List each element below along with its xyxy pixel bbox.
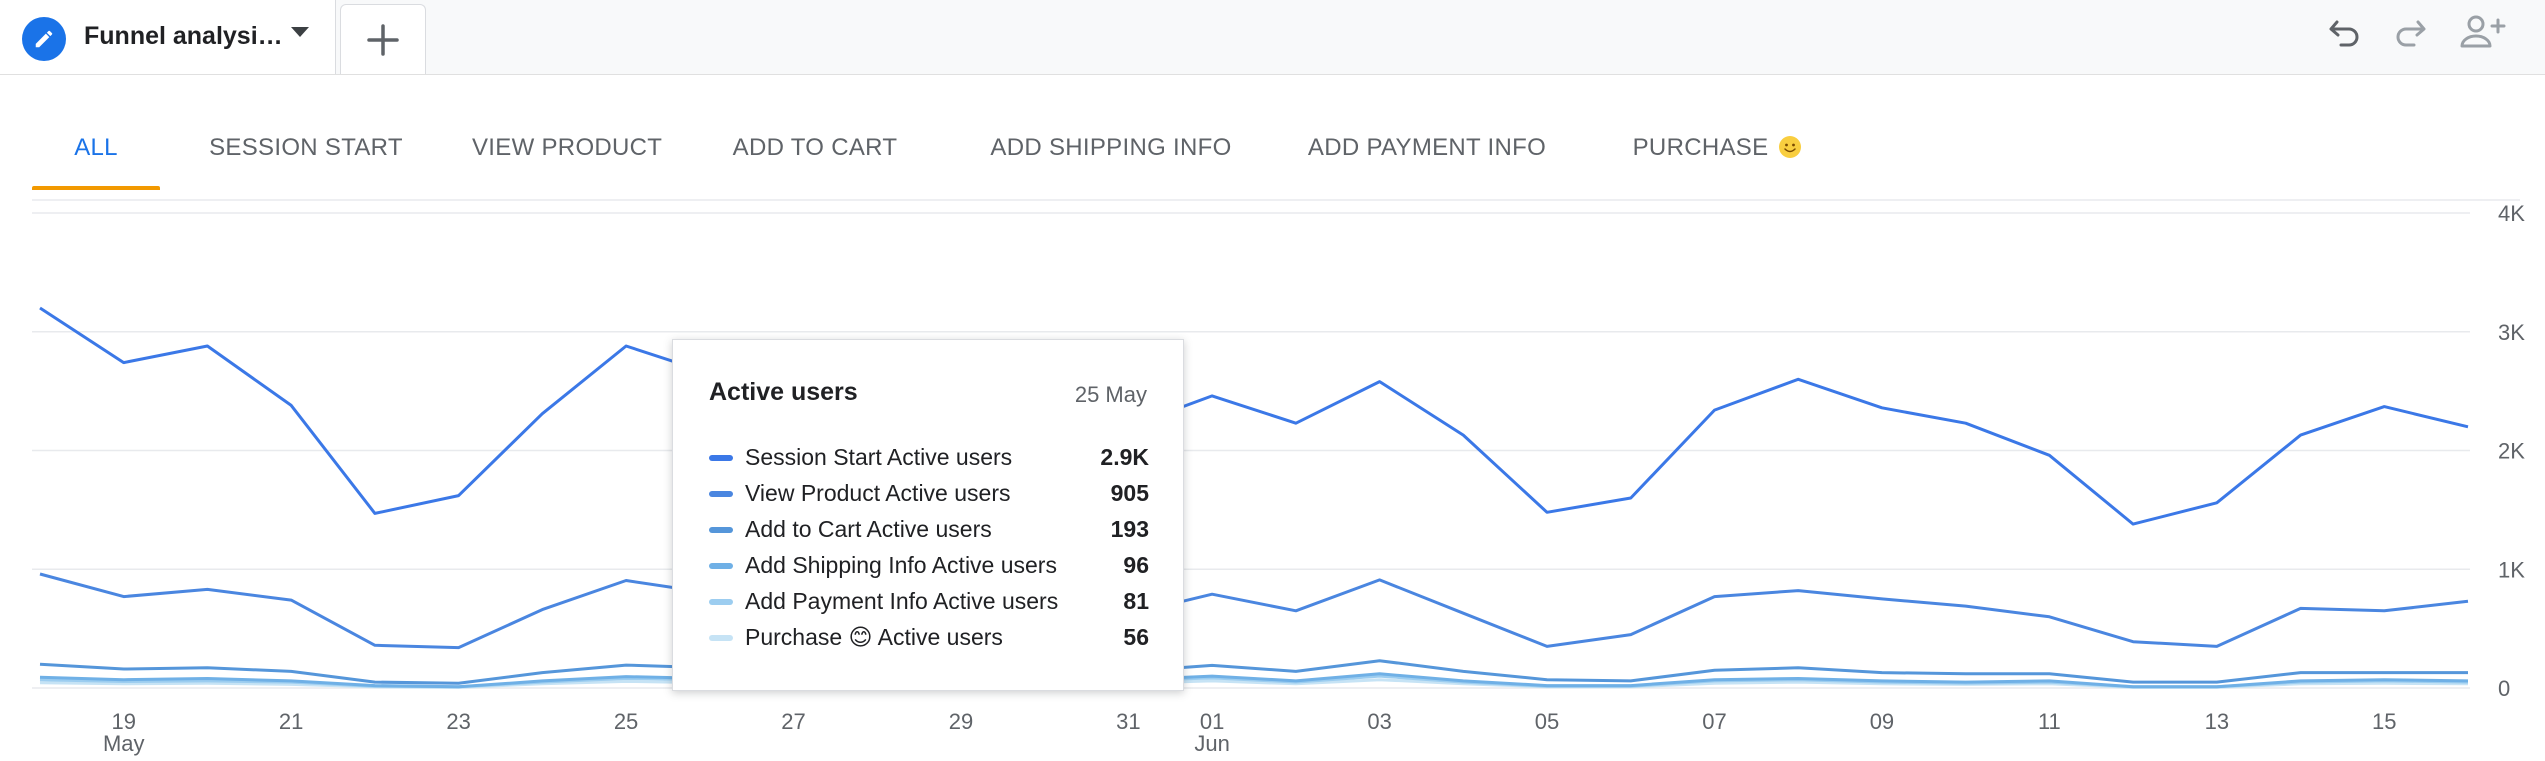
- x-tick-label: 29: [949, 709, 973, 734]
- y-tick-label: 4K: [2498, 201, 2525, 226]
- exploration-tab-bar: Funnel analysi…: [0, 0, 2545, 75]
- series-line[interactable]: [39, 572, 2469, 657]
- x-tick-label: 25: [614, 709, 638, 734]
- tooltip-series-value: 96: [1123, 552, 1149, 578]
- tab-purchase-label: PURCHASE: [1632, 134, 1769, 161]
- y-tick-label: 2K: [2498, 439, 2525, 464]
- x-tick-label: 01: [1200, 709, 1224, 734]
- tab-view-product[interactable]: VIEW PRODUCT: [472, 118, 662, 190]
- tab-add-shipping-info-label: ADD SHIPPING INFO: [990, 134, 1232, 161]
- tooltip-row: Purchase 😊 Active users 56: [709, 622, 1149, 654]
- x-tick-label: 31: [1116, 709, 1140, 734]
- tab-add-payment-info[interactable]: ADD PAYMENT INFO: [1302, 118, 1552, 190]
- share-user-icon[interactable]: [2458, 12, 2508, 52]
- active-tab-indicator: [32, 186, 160, 190]
- undo-icon[interactable]: [2325, 12, 2365, 52]
- series-line[interactable]: [39, 659, 2468, 685]
- tooltip-series-label: Add to Cart Active users: [745, 516, 992, 542]
- x-tick-month-label: Jun: [1194, 731, 1229, 756]
- tab-purchase[interactable]: PURCHASE: [1622, 118, 1812, 190]
- add-tab-button[interactable]: [340, 4, 426, 74]
- tab-view-product-label: VIEW PRODUCT: [472, 134, 663, 161]
- series-swatch: [709, 635, 733, 641]
- tooltip-row: Session Start Active users 2.9K: [709, 442, 1149, 474]
- tooltip-series-label: Add Payment Info Active users: [745, 588, 1059, 614]
- tooltip-series-label: Add Shipping Info Active users: [745, 552, 1057, 578]
- tooltip-date: 25 May: [1074, 382, 1147, 407]
- x-tick-label: 27: [781, 709, 805, 734]
- exploration-tab-title: Funnel analysi…: [84, 22, 283, 50]
- x-tick-label: 21: [279, 709, 303, 734]
- redo-icon[interactable]: [2390, 12, 2430, 52]
- tooltip-series-value: 193: [1110, 516, 1149, 542]
- chart-tooltip: Active users 25 May Session Start Active…: [672, 339, 1184, 691]
- tab-add-to-cart[interactable]: ADD TO CART: [730, 118, 900, 190]
- exploration-tab[interactable]: Funnel analysi…: [0, 0, 336, 74]
- tooltip-series-value: 905: [1110, 480, 1149, 506]
- tab-all-label: ALL: [74, 134, 118, 161]
- x-tick-month-label: May: [103, 731, 145, 756]
- x-tick-label: 03: [1367, 709, 1391, 734]
- x-tick-label: 13: [2205, 709, 2229, 734]
- tab-session-start[interactable]: SESSION START: [206, 118, 406, 190]
- tab-all[interactable]: ALL: [32, 118, 160, 190]
- pencil-icon[interactable]: [22, 17, 66, 61]
- x-tick-label: 09: [1870, 709, 1894, 734]
- x-tick-label: 23: [446, 709, 470, 734]
- tab-session-start-label: SESSION START: [209, 134, 403, 161]
- x-tick-label: 07: [1702, 709, 1726, 734]
- series-swatch: [709, 563, 733, 569]
- tab-add-shipping-info[interactable]: ADD SHIPPING INFO: [982, 118, 1240, 190]
- tooltip-row: Add Payment Info Active users 81: [709, 586, 1149, 618]
- tooltip-row: View Product Active users 905: [709, 478, 1149, 510]
- x-tick-label: 11: [2038, 709, 2061, 734]
- series-swatch: [709, 527, 733, 533]
- add-tab-icon: [367, 24, 399, 56]
- series-line[interactable]: [39, 306, 2469, 526]
- x-tick-label: 05: [1535, 709, 1559, 734]
- x-tick-label: 19: [111, 709, 135, 734]
- series-swatch: [709, 455, 733, 461]
- tooltip-series-label: Purchase 😊 Active users: [745, 624, 1003, 650]
- caret-down-icon[interactable]: [290, 26, 310, 38]
- series-line[interactable]: [39, 672, 2469, 689]
- y-tick-label: 1K: [2498, 557, 2525, 582]
- y-tick-label: 0: [2498, 676, 2510, 701]
- tooltip-series-label: Session Start Active users: [745, 444, 1013, 470]
- tooltip-series-label: View Product Active users: [745, 480, 1011, 506]
- tooltip-series-value: 56: [1123, 624, 1149, 650]
- tooltip-row: Add to Cart Active users 193: [709, 514, 1149, 546]
- tooltip-row: Add Shipping Info Active users 96: [709, 550, 1149, 582]
- y-tick-label: 3K: [2498, 320, 2525, 345]
- smiling-face-emoji-icon: [1779, 136, 1802, 158]
- tooltip-series-value: 2.9K: [1100, 444, 1149, 470]
- tab-add-to-cart-label: ADD TO CART: [732, 134, 898, 161]
- tooltip-series-value: 81: [1123, 588, 1149, 614]
- tooltip-title: Active users: [709, 378, 858, 406]
- series-swatch: [709, 599, 733, 605]
- x-tick-label: 15: [2372, 709, 2396, 734]
- tab-add-payment-info-label: ADD PAYMENT INFO: [1307, 134, 1547, 161]
- series-swatch: [709, 491, 733, 497]
